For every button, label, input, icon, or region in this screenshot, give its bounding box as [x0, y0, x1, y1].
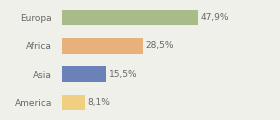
- Text: 15,5%: 15,5%: [109, 70, 137, 79]
- Bar: [62, 66, 106, 82]
- Text: 47,9%: 47,9%: [201, 13, 229, 22]
- Bar: [62, 38, 143, 54]
- Text: 8,1%: 8,1%: [87, 98, 110, 107]
- Bar: [62, 10, 198, 25]
- Bar: [62, 95, 85, 110]
- Text: 28,5%: 28,5%: [146, 41, 174, 50]
